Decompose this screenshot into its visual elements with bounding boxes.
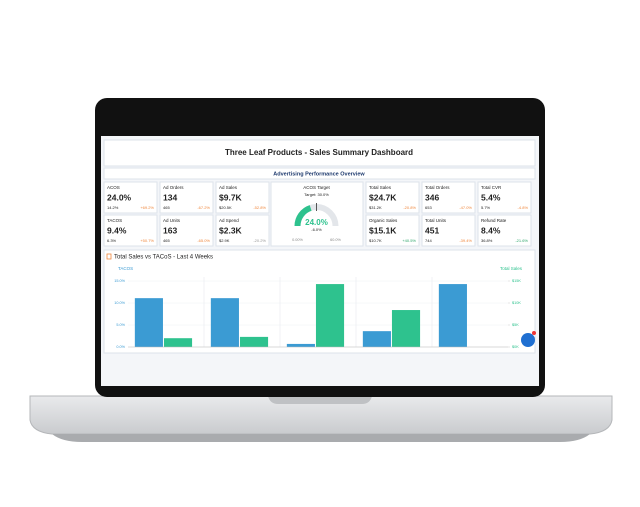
metric-label: Ad Units [163,218,181,223]
metric-change: -67.2% [197,205,210,210]
metric-card [477,214,532,247]
metric-previous: $10.7K [369,238,382,243]
y2-tick-label: $0K [512,345,519,349]
gauge-change: -6.0% [311,227,322,232]
chart-icon [106,253,112,260]
y2-tick-label: $15K [512,279,521,283]
metric-label: Ad Spend [219,218,239,223]
header-box [103,139,536,167]
y2-tick-label: $5K [512,323,519,327]
metric-change: -4.8% [518,205,529,210]
chat-badge [532,331,536,335]
metric-card [421,181,476,214]
metric-label: ACOS [107,185,120,190]
metric-card [365,214,420,247]
metric-label: Total CVR [481,185,502,190]
metric-previous: 14.2% [107,205,119,210]
bar [362,331,391,347]
chat-button[interactable] [521,333,535,347]
metric-card [477,181,532,214]
metric-change: +40.5% [402,238,416,243]
section-box [103,167,536,180]
y-axis-title: TACOS [118,266,133,271]
y-tick-label: 15.0% [114,279,125,283]
bar [210,298,239,347]
gauge-value: 24.0% [305,218,328,227]
metric-change: +50.7% [140,238,154,243]
metric-value: 451 [425,225,439,235]
chart-title: Total Sales vs TACoS - Last 4 Weeks [114,255,213,261]
metric-label: Organic Sales [369,218,398,223]
metric-label: Total Orders [425,185,450,190]
metric-label: Ad Sales [219,185,238,190]
metric-value: 163 [163,225,177,235]
bar [286,343,315,347]
metric-label: Ad Orders [163,185,184,190]
metric-card [365,181,420,214]
metric-previous: $20.5K [219,205,232,210]
laptop-lip [52,434,590,442]
metric-change: -20.2% [253,238,266,243]
metric-previous: 465 [163,205,170,210]
metric-previous: 744 [425,238,432,243]
metric-value: 24.0% [107,192,132,202]
metric-change: -21.6% [515,238,528,243]
gauge-fill [294,205,312,227]
bar [391,310,421,347]
metric-change: -39.4% [459,238,472,243]
metric-change: -20.8% [403,205,416,210]
metric-previous: $2.9K [219,238,230,243]
metric-value: $2.3K [219,225,243,235]
metric-card [159,214,214,247]
metric-value: 9.4% [107,225,127,235]
bar [163,338,193,347]
gauge-min: 0.00% [292,238,303,242]
metric-change: -65.0% [197,238,210,243]
gauge-card [270,181,364,247]
metric-card [421,214,476,247]
bar [134,298,163,347]
metric-card [215,214,270,247]
gauge-max: 60.0% [330,238,341,242]
dashboard-title: Three Leaf Products - Sales Summary Dash… [225,148,413,157]
metric-label: Total Sales [369,185,392,190]
metric-previous: 653 [425,205,432,210]
metric-change: -52.8% [253,205,266,210]
metric-card [159,181,214,214]
y-tick-label: 5.0% [116,323,125,327]
bar [438,284,467,347]
metric-value: $15.1K [369,225,397,235]
y2-tick-label: $10K [512,301,521,305]
section-title: Advertising Performance Overview [273,171,365,177]
metric-change: -47.0% [459,205,472,210]
metric-label: TACOS [107,218,122,223]
y-tick-label: 0.0% [116,345,125,349]
metric-value: 134 [163,192,177,202]
y-tick-label: 10.0% [114,301,125,305]
metric-value: 346 [425,192,439,202]
bar [239,336,269,347]
metric-value: $24.7K [369,192,397,202]
metric-value: 5.4% [481,192,501,202]
y2-axis-title: Total Sales [500,266,523,271]
metric-card [215,181,270,214]
metric-previous: 5.7% [481,205,491,210]
metric-label: Total Units [425,218,447,223]
gauge-target-label: Target: 30.0% [304,192,329,197]
bar [315,284,345,347]
metric-card [103,214,158,247]
gauge-title: ACOS Target [303,185,330,190]
metric-change: +69.2% [140,205,154,210]
laptop-notch [268,396,372,404]
metric-previous: 36.8% [481,238,493,243]
metric-label: Refund Rate [481,218,507,223]
metric-previous: $31.2K [369,205,382,210]
metric-value: $9.7K [219,192,243,202]
metric-card [103,181,158,214]
metric-value: 8.4% [481,225,501,235]
metric-previous: 465 [163,238,170,243]
metric-previous: 6.3% [107,238,117,243]
